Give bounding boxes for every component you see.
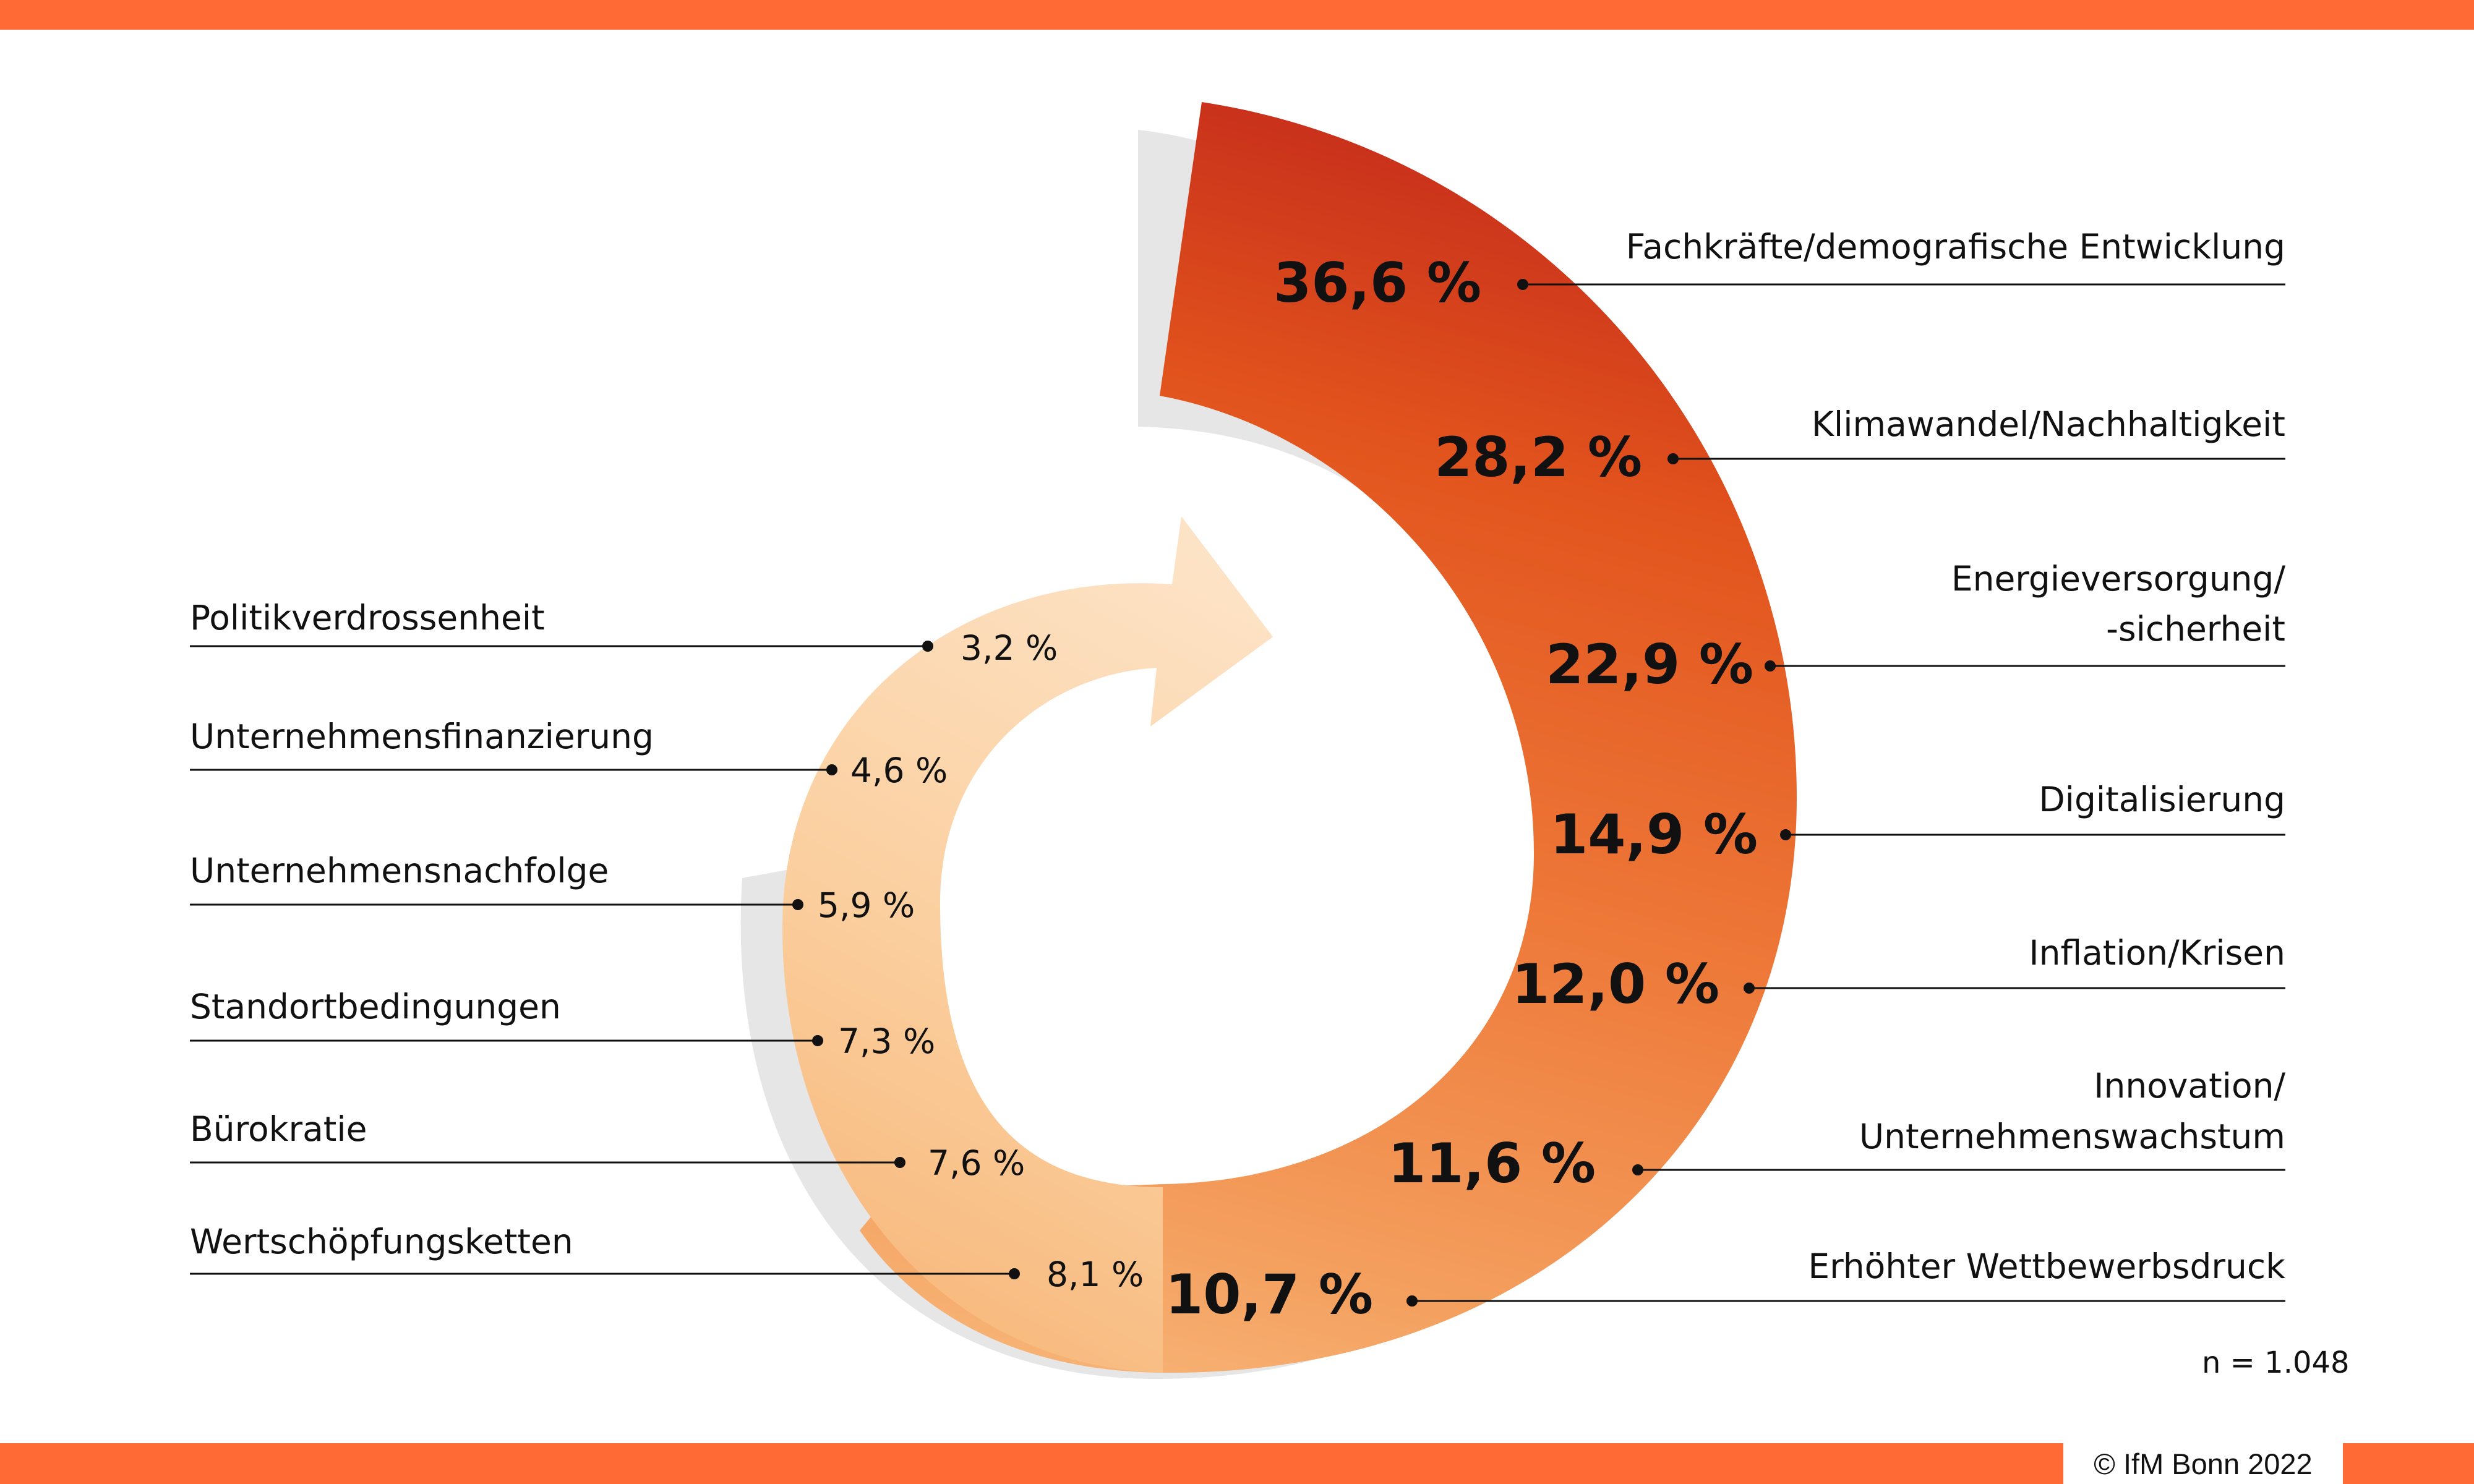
left-category-labels: Politikverdrossenheit Unternehmensfinanzi… (190, 598, 654, 1261)
spiral-main-ribbon (860, 102, 1797, 1373)
top-accent-bar (0, 0, 2474, 30)
leader-dot (1632, 1164, 1643, 1175)
leader-lines (190, 279, 2285, 1307)
value-label: 12,0 % (1512, 952, 1719, 1016)
value-label: 10,7 % (1165, 1263, 1373, 1326)
category-label: Inflation/Krisen (2029, 933, 2285, 973)
leader-dot (826, 764, 837, 775)
value-label: 28,2 % (1434, 425, 1642, 489)
category-label: -sicherheit (2106, 609, 2285, 649)
value-label: 22,9 % (1546, 633, 1753, 696)
category-label: Unternehmensnachfolge (190, 851, 609, 890)
sample-size-note: n = 1.048 (2202, 1345, 2350, 1380)
category-label: Digitalisierung (2039, 780, 2285, 819)
value-label: 4,6 % (850, 751, 948, 790)
leader-dot (1667, 453, 1679, 464)
copyright-label: © IfM Bonn 2022 (2063, 1443, 2343, 1484)
category-label: Unternehmenswachstum (1859, 1117, 2285, 1156)
leader-dot (812, 1035, 823, 1046)
leader-dot (894, 1157, 905, 1168)
leader-dot (1744, 983, 1755, 994)
category-label: Fachkräfte/demografische Entwicklung (1626, 227, 2285, 267)
leader-dot (1765, 660, 1776, 672)
value-label: 7,6 % (928, 1143, 1025, 1183)
value-label: 7,3 % (838, 1021, 935, 1061)
category-label: Politikverdrossenheit (190, 598, 545, 638)
leader-dot (792, 899, 803, 910)
value-label: 11,6 % (1388, 1132, 1596, 1195)
value-labels: 36,6 % 28,2 % 22,9 % 14,9 % 12,0 % 11,6 % 10,7… (818, 251, 1758, 1326)
leader-dot (1406, 1295, 1418, 1307)
value-label: 8,1 % (1047, 1255, 1144, 1294)
category-label: Wertschöpfungsketten (190, 1222, 573, 1261)
category-label: Unternehmensfinanzierung (190, 717, 654, 756)
category-label: Innovation/ (2094, 1066, 2285, 1106)
category-label: Erhöhter Wettbewerbsdruck (1808, 1247, 2285, 1286)
category-label: Standortbedingungen (190, 987, 561, 1026)
category-label: Bürokratie (190, 1109, 367, 1149)
leader-dot (1780, 829, 1791, 840)
category-label: Energieversorgung/ (1951, 559, 2286, 599)
bottom-accent-bar (0, 1443, 2474, 1484)
leader-dot (922, 641, 933, 652)
leader-dot (1009, 1268, 1020, 1279)
right-category-labels: Fachkräfte/demografische Entwicklung Klim… (1626, 227, 2286, 1286)
leader-dot (1517, 279, 1528, 290)
value-label: 36,6 % (1273, 251, 1481, 315)
value-label: 5,9 % (818, 885, 915, 925)
value-label: 14,9 % (1550, 803, 1758, 866)
spiral-tail-ribbon (782, 516, 1273, 1373)
category-label: Klimawandel/Nachhaltigkeit (1812, 404, 2285, 444)
value-label: 3,2 % (961, 628, 1058, 668)
